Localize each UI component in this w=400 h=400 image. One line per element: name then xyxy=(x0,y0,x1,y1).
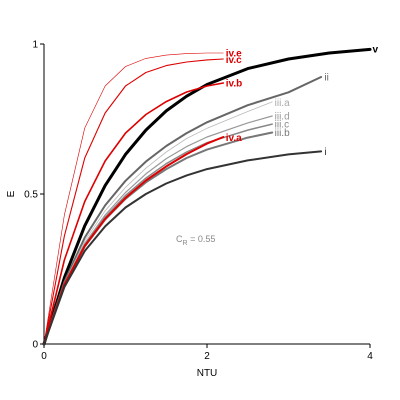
x-ticks: 0 2 4 xyxy=(41,344,373,362)
series-line-v xyxy=(42,47,372,346)
cr-annotation-value: = 0.55 xyxy=(188,234,216,244)
curve-label-iv-e: iv.e xyxy=(226,49,242,60)
curve-label-iv-a: iv.a xyxy=(226,133,242,144)
series-line-ii xyxy=(43,76,323,345)
y-axis-label: E xyxy=(6,190,17,197)
cr-annotation-sub: R xyxy=(183,240,188,247)
curve-label-i: i xyxy=(324,147,326,158)
series-line-iv-b xyxy=(43,82,225,345)
series-line-iii-d xyxy=(43,115,273,345)
curve-label-iii-b: iii.b xyxy=(275,128,290,139)
cr-annotation-main: C xyxy=(176,234,183,244)
curve-label-iv-c: iv.c xyxy=(226,55,242,66)
curve-label-iii-c: iii.c xyxy=(275,120,289,131)
series-line-iv-a xyxy=(43,136,225,345)
curve-label-iii-d: iii.d xyxy=(275,112,290,123)
curve-label-iii-a: iii.a xyxy=(275,98,290,109)
y-tick-label: 0.5 xyxy=(24,190,38,201)
x-tick-label: 2 xyxy=(204,351,210,362)
cr-annotation: CR = 0.55 xyxy=(176,234,215,247)
y-tick-label: 1 xyxy=(32,40,38,51)
curve-label-iv-b: iv.b xyxy=(226,79,242,90)
curve-label-v: v xyxy=(372,44,378,55)
series-group xyxy=(42,47,372,346)
x-axis-label: NTU xyxy=(197,368,218,379)
series-line-iv-e xyxy=(43,52,224,345)
y-ticks: 00.51 xyxy=(24,40,44,351)
y-tick-label: 0 xyxy=(32,340,38,351)
series-line-iv-c xyxy=(43,58,224,345)
series-line-iii-a xyxy=(43,101,273,345)
series-line-i xyxy=(43,150,323,345)
x-tick-label: 4 xyxy=(367,351,373,362)
x-tick-label: 0 xyxy=(41,351,47,362)
curve-label-ii: ii xyxy=(324,73,328,84)
